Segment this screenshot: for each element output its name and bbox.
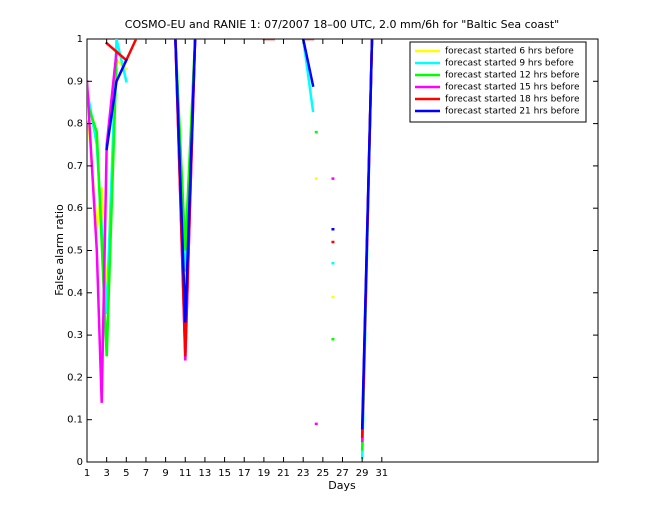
- legend-label: forecast started 15 hrs before: [445, 83, 580, 93]
- y-tick-label: 0.7: [67, 161, 83, 172]
- series-line: [87, 39, 374, 443]
- x-tick-label: 1: [84, 468, 90, 479]
- x-tick-label: 17: [238, 468, 251, 479]
- x-tick-label: 23: [297, 468, 310, 479]
- x-tick-label: 29: [356, 468, 369, 479]
- x-tick-label: 25: [316, 468, 329, 479]
- chart-title: COSMO-EU and RANIE 1: 07/2007 18–00 UTC,…: [125, 18, 559, 31]
- legend-label: forecast started 18 hrs before: [445, 95, 580, 105]
- legend-label: forecast started 12 hrs before: [445, 71, 580, 81]
- x-tick-label: 19: [258, 468, 271, 479]
- x-tick-label: 31: [375, 468, 388, 479]
- y-tick-label: 0: [77, 457, 83, 468]
- x-tick-label: 11: [179, 468, 192, 479]
- series-line: [104, 39, 374, 438]
- legend-label: forecast started 21 hrs before: [445, 107, 580, 117]
- series-line: [105, 39, 374, 430]
- y-tick-label: 0.5: [67, 246, 83, 257]
- legend-box: [409, 41, 587, 123]
- y-axis-label: False alarm ratio: [53, 204, 66, 296]
- x-tick-label: 21: [277, 468, 290, 479]
- y-tick-label: 1: [77, 34, 83, 45]
- x-tick-label: 7: [143, 468, 149, 479]
- x-tick-label: 15: [218, 468, 231, 479]
- x-axis-label: Days: [328, 479, 356, 492]
- y-tick-label: 0.2: [67, 372, 83, 383]
- legend-label: forecast started 6 hrs before: [445, 47, 574, 57]
- series-line: [87, 39, 374, 460]
- series-line: [87, 39, 374, 451]
- legend-label: forecast started 9 hrs before: [445, 59, 574, 69]
- y-tick-label: 0.8: [67, 119, 83, 130]
- y-tick-label: 0.9: [67, 76, 83, 87]
- y-tick-label: 0.1: [67, 415, 83, 426]
- x-tick-label: 3: [103, 468, 109, 479]
- x-tick-label: 5: [123, 468, 129, 479]
- x-tick-label: 27: [336, 468, 349, 479]
- y-tick-label: 0.3: [67, 330, 83, 341]
- plot-lines: [87, 39, 374, 460]
- y-tick-label: 0.4: [67, 288, 83, 299]
- y-tick-label: 0.6: [67, 203, 83, 214]
- x-tick-label: 9: [162, 468, 168, 479]
- x-tick-label: 13: [199, 468, 212, 479]
